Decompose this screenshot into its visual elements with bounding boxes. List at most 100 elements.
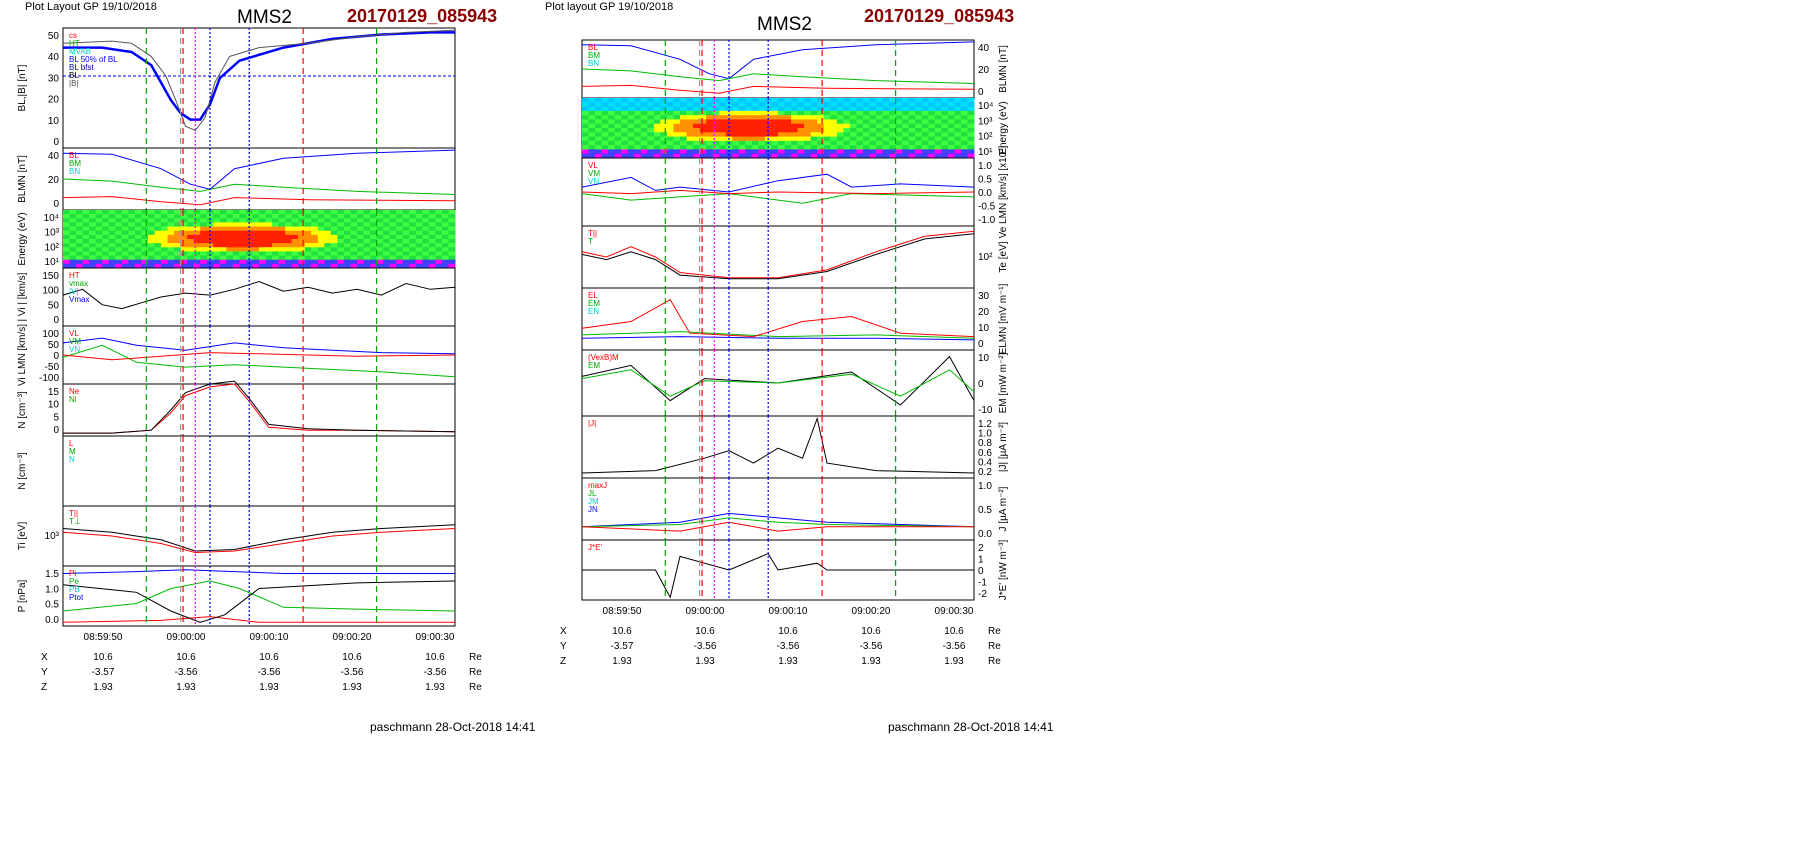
spectrogram-cell <box>180 239 188 244</box>
y-tick-label: -1 <box>978 578 987 589</box>
spectrogram-cell <box>738 119 746 125</box>
spectrogram-cell <box>882 149 890 155</box>
spectrogram-cell <box>928 145 936 150</box>
spectrogram-cell <box>121 255 129 261</box>
spectrogram-cell <box>758 110 766 116</box>
spectrogram-cell <box>245 251 253 257</box>
spectrogram-cell <box>915 149 923 155</box>
spectrogram-cell <box>804 128 812 133</box>
spectrogram-cell <box>941 110 949 116</box>
spectrogram-cell <box>428 259 436 265</box>
spectrogram-cell <box>363 218 371 223</box>
spectrogram-cell <box>259 259 267 265</box>
spectrogram-cell <box>187 214 195 219</box>
spectrogram-cell <box>174 255 182 261</box>
spectrogram-cell <box>272 259 280 265</box>
spectrogram-cell <box>226 263 234 269</box>
spectrogram-cell <box>830 145 838 150</box>
spectrogram-cell <box>771 149 779 155</box>
spectrogram-cell <box>435 259 443 265</box>
spectrogram-cell <box>324 230 332 236</box>
spectrogram-cell <box>82 222 90 228</box>
spectrogram-cell <box>298 251 306 257</box>
spectrogram-cell <box>265 234 273 240</box>
spectrogram-cell <box>627 140 635 146</box>
spectrogram-cell <box>634 98 642 103</box>
spectrogram-cell <box>82 255 90 261</box>
spectrogram-cell <box>784 123 792 129</box>
spectrogram-cell <box>343 251 351 257</box>
spectrogram-cell <box>324 251 332 257</box>
spectrogram-cell <box>856 128 864 133</box>
legend-label: BL <box>588 43 598 52</box>
y-tick-label: 40 <box>48 52 60 63</box>
y-axis-label: P [nPa] <box>17 579 28 612</box>
spectrogram-cell <box>686 145 694 150</box>
spectrogram-cell <box>601 98 609 103</box>
spectrogram-cell <box>350 263 358 269</box>
spectrogram-cell <box>941 149 949 155</box>
spectrogram-cell <box>876 115 884 120</box>
spectrogram-cell <box>383 218 391 223</box>
spectrogram-cell <box>608 119 616 125</box>
ephemeris-value: -3.56 <box>341 667 364 678</box>
spectrogram-cell <box>350 239 358 244</box>
spectrogram-cell <box>141 214 149 219</box>
spectrogram-cell <box>882 119 890 125</box>
spectrogram-cell <box>174 259 182 265</box>
spectrogram-cell <box>640 145 648 150</box>
spectrogram-cell <box>304 230 312 236</box>
series-|V| <box>62 280 456 310</box>
spectrogram-cell <box>889 136 897 142</box>
spectrogram-cell <box>862 128 870 133</box>
spectrogram-cell <box>448 263 456 269</box>
spectrogram-cell <box>791 153 799 159</box>
spectrogram-cell <box>63 263 71 269</box>
spectrogram-cell <box>804 102 812 108</box>
spectrogram-cell <box>967 98 975 103</box>
spectrogram-cell <box>428 255 436 261</box>
spectrogram-cell <box>778 119 786 125</box>
spectrogram-cell <box>771 115 779 120</box>
y-axis-label: ELMN [mV m⁻¹] <box>998 283 1009 354</box>
spectrogram-cell <box>817 115 825 120</box>
legend-label: maxJ <box>588 481 607 490</box>
spectrogram-cell <box>200 234 208 240</box>
series-BM <box>62 178 456 195</box>
spectrogram-cell <box>614 98 622 103</box>
spectrogram-cell <box>601 149 609 155</box>
spectrogram-cell <box>882 102 890 108</box>
spectrogram-cell <box>856 132 864 138</box>
spectrogram-cell <box>908 102 916 108</box>
legend-label: VL <box>69 329 79 338</box>
spectrogram-cell <box>869 115 877 120</box>
spectrogram-cell <box>330 251 338 257</box>
spectrogram-cell <box>357 230 365 236</box>
spectrogram-cell <box>102 210 110 215</box>
spectrogram-cell <box>278 218 286 223</box>
y-tick-label: 0.5 <box>978 505 992 516</box>
ephemeris-value: -3.57 <box>611 641 634 652</box>
spectrogram-cell <box>102 247 110 252</box>
spectrogram-cell <box>206 243 214 248</box>
spectrogram-cell <box>849 153 857 159</box>
spectrogram-cell <box>102 263 110 269</box>
spectrogram-cell <box>265 218 273 223</box>
spectrogram-cell <box>370 259 378 265</box>
spectrogram-cell <box>134 259 142 265</box>
time-tick-label: 09:00:00 <box>686 606 725 617</box>
spectrogram-cell <box>647 119 655 125</box>
spectrogram-cell <box>415 263 423 269</box>
spectrogram-cell <box>206 239 214 244</box>
spectrogram-cell <box>370 243 378 248</box>
spectrogram-cell <box>712 98 720 103</box>
right-title: MMS2 <box>757 14 812 35</box>
spectrogram-cell <box>370 214 378 219</box>
spectrogram-cell <box>614 123 622 129</box>
spectrogram-cell <box>76 226 84 232</box>
spectrogram-cell <box>699 132 707 138</box>
spectrogram-cell <box>862 153 870 159</box>
spectrogram-cell <box>298 263 306 269</box>
panel-frame <box>581 415 975 479</box>
series-Ptot <box>62 569 455 574</box>
